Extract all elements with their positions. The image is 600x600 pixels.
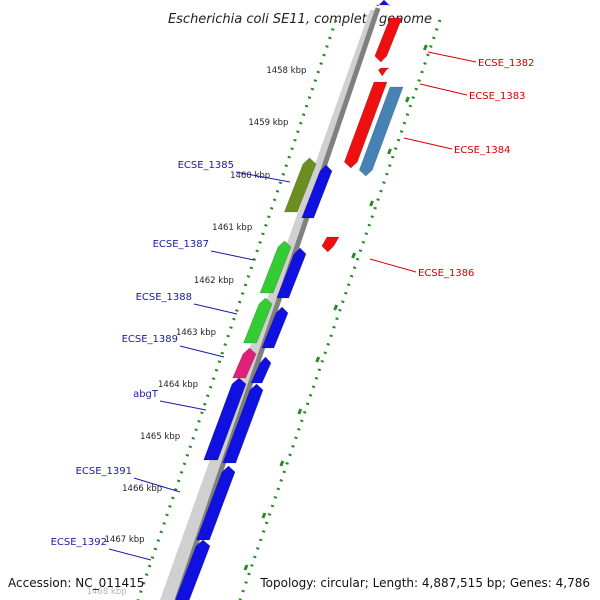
gene-ecse-1385-olive xyxy=(283,157,317,213)
gene-label-ecse-1386: ECSE_1386 xyxy=(418,268,474,279)
gene-ecse-1389-blue xyxy=(250,356,272,384)
gene-ecse-1389-magenta xyxy=(232,347,257,379)
gene-ecse-1382 xyxy=(374,17,403,63)
backbone-line xyxy=(174,7,381,600)
gene-label-leader xyxy=(179,345,225,358)
gene-small-red xyxy=(377,67,390,77)
accession-text: Accession: NC_011415 xyxy=(8,576,144,590)
gene-ecse-1387-blue xyxy=(276,247,307,299)
gene-arrow-top xyxy=(375,0,391,7)
outer-dotted-track-right xyxy=(238,19,442,600)
kbp-tick-label: 1460 kbp xyxy=(230,171,270,181)
topology-text: Topology: circular; Length: 4,887,515 bp… xyxy=(259,576,590,590)
scale-dash xyxy=(351,252,357,259)
kbp-tick-label: 1461 kbp xyxy=(212,223,252,233)
reverse-strand-genes xyxy=(243,17,428,571)
gene-label-ecse-1385: ECSE_1385 xyxy=(178,160,234,171)
gene-ecse-1387-green xyxy=(259,240,292,294)
gene-ecse-1392 xyxy=(174,539,211,600)
gene-label-ecse-1382: ECSE_1382 xyxy=(478,58,534,69)
scale-dash xyxy=(243,564,249,571)
kbp-tick-label: 1468 kbp xyxy=(87,587,127,597)
gene-label-leader xyxy=(235,171,291,183)
scale-dash xyxy=(333,304,339,311)
kbp-tick-label: 1464 kbp xyxy=(158,380,198,390)
gene-abgt-inner xyxy=(203,377,247,461)
gene-label-leader xyxy=(210,250,255,261)
gene-ecse-1388-green xyxy=(243,297,273,344)
gene-label-leader xyxy=(108,548,152,561)
outer-dotted-track-left xyxy=(136,19,338,600)
gene-label-leader xyxy=(427,51,477,63)
scale-dash xyxy=(315,356,321,363)
kbp-tick-label: 1459 kbp xyxy=(248,118,288,128)
gene-abgt-outer xyxy=(222,383,264,464)
scale-dash xyxy=(261,512,267,519)
gene-label-ecse-1387: ECSE_1387 xyxy=(153,239,209,250)
gene-label-ecse-1384: ECSE_1384 xyxy=(454,145,510,156)
gene-label-ecse-1392: ECSE_1392 xyxy=(51,537,107,548)
kbp-tick-label: 1462 kbp xyxy=(194,276,234,286)
scale-dash xyxy=(297,408,303,415)
scale-dash xyxy=(387,148,392,155)
gene-ecse-1391 xyxy=(196,465,236,541)
gene-labels: ECSE_1385 ECSE_1387 ECSE_1388 ECSE_1389 abgT… xyxy=(51,51,534,561)
gene-label-leader xyxy=(419,83,468,96)
gene-label-abgt: abgT xyxy=(133,389,159,400)
gene-label-leader xyxy=(369,258,417,273)
scale-dash xyxy=(422,44,428,51)
scale-dash xyxy=(405,96,410,103)
kbp-tick-label: 1467 kbp xyxy=(105,535,145,545)
gene-ecse-1385-blue xyxy=(301,164,333,219)
scale-dash xyxy=(279,460,285,467)
gene-label-ecse-1383: ECSE_1383 xyxy=(469,91,525,102)
gene-ecse-1388-blue xyxy=(261,306,289,349)
gene-ecse-1386 xyxy=(321,236,340,253)
gene-label-leader xyxy=(133,477,181,493)
gene-ecse-1383 xyxy=(343,81,388,169)
forward-strand-genes xyxy=(174,0,391,600)
gene-label-ecse-1388: ECSE_1388 xyxy=(136,292,192,303)
gene-ecse-1384 xyxy=(358,86,404,177)
gene-label-leader xyxy=(193,303,238,315)
kbp-tick-label: 1463 kbp xyxy=(176,328,216,338)
gene-label-leader xyxy=(159,400,207,411)
kbp-tick-label: 1466 kbp xyxy=(122,484,162,494)
kbp-scale: 1458 kbp 1459 kbp 1460 kbp 1461 kbp 1462 kbp… xyxy=(87,66,307,597)
scale-dash xyxy=(369,200,374,207)
kbp-tick-label: 1458 kbp xyxy=(266,66,306,76)
kbp-tick-label: 1465 kbp xyxy=(140,432,180,442)
gene-label-ecse-1389: ECSE_1389 xyxy=(122,334,178,345)
gene-label-ecse-1391: ECSE_1391 xyxy=(76,466,132,477)
gene-label-leader xyxy=(403,137,453,150)
